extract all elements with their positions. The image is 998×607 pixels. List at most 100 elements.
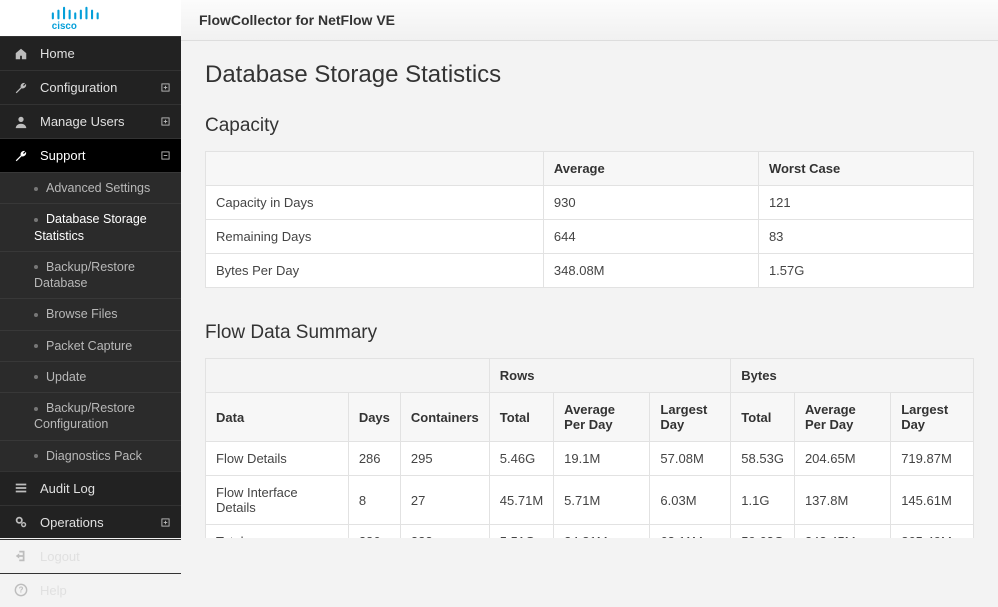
page-title: Database Storage Statistics <box>205 61 974 89</box>
list-icon <box>12 481 30 495</box>
cell-bytes-total: 1.1G <box>731 476 795 525</box>
cell-rows-avg: 24.81M <box>554 525 650 539</box>
app-header: FlowCollector for NetFlow VE <box>181 0 998 41</box>
sidebar-item-label: Support <box>40 148 159 163</box>
sidebar-item-configuration[interactable]: Configuration <box>0 70 181 104</box>
sidebar-subitem-label: Backup/Restore Database <box>34 260 135 290</box>
col-bytes-avg: Average Per Day <box>794 393 890 442</box>
cell-days: 286 <box>348 525 400 539</box>
cell-avg: 348.08M <box>543 254 758 288</box>
expand-icon <box>159 516 171 528</box>
sidebar-item-help[interactable]: ? Help <box>0 573 181 607</box>
subitem-browse-files[interactable]: Browse Files <box>0 298 181 329</box>
home-icon <box>12 47 30 61</box>
sidebar-item-logout[interactable]: Logout <box>0 539 181 573</box>
col-group-rows: Rows <box>489 359 730 393</box>
brand-logo: cisco <box>0 0 181 36</box>
sidebar: cisco Home Configuration Manage Users <box>0 0 181 538</box>
cell-days: 286 <box>348 442 400 476</box>
cell-rows-total: 45.71M <box>489 476 553 525</box>
cell-bytes-total: 58.53G <box>731 442 795 476</box>
col-rows-total: Total <box>489 393 553 442</box>
cell-label: Bytes Per Day <box>206 254 544 288</box>
user-icon <box>12 115 30 129</box>
section-heading-flow: Flow Data Summary <box>205 322 974 344</box>
nav-list: Home Configuration Manage Users <box>0 36 181 607</box>
sidebar-subitem-label: Database Storage Statistics <box>34 212 147 242</box>
col-rows-avg: Average Per Day <box>554 393 650 442</box>
cell-rows-total: 5.51G <box>489 525 553 539</box>
capacity-section: Capacity Average Worst Case Capacity in … <box>205 115 974 288</box>
svg-text:cisco: cisco <box>51 21 76 32</box>
table-row: Total 286 322 5.51G 24.81M 63.11M 59.63G… <box>206 525 974 539</box>
cell-bytes-largest: 865.49M <box>891 525 974 539</box>
subitem-update[interactable]: Update <box>0 361 181 392</box>
wrench-icon <box>12 81 30 95</box>
col-containers: Containers <box>400 393 489 442</box>
cell-rows-largest: 57.08M <box>650 442 731 476</box>
cell-rows-largest: 63.11M <box>650 525 731 539</box>
subitem-database-storage-statistics[interactable]: Database Storage Statistics <box>0 203 181 251</box>
col-blank <box>206 152 544 186</box>
table-row: Bytes Per Day 348.08M 1.57G <box>206 254 974 288</box>
cell-bytes-total: 59.63G <box>731 525 795 539</box>
cell-containers: 322 <box>400 525 489 539</box>
content: Database Storage Statistics Capacity Ave… <box>181 41 998 538</box>
subitem-packet-capture[interactable]: Packet Capture <box>0 330 181 361</box>
capacity-table: Average Worst Case Capacity in Days 930 … <box>205 151 974 288</box>
sidebar-item-label: Audit Log <box>40 481 171 496</box>
cisco-logo-icon: cisco <box>49 4 133 32</box>
cell-rows-avg: 5.71M <box>554 476 650 525</box>
expand-icon <box>159 82 171 94</box>
wrench-icon <box>12 149 30 163</box>
subitem-backup-restore-database[interactable]: Backup/Restore Database <box>0 251 181 299</box>
cell-rows-total: 5.46G <box>489 442 553 476</box>
cell-worst: 1.57G <box>758 254 973 288</box>
cell-bytes-avg: 204.65M <box>794 442 890 476</box>
cell-bytes-largest: 719.87M <box>891 442 974 476</box>
cell-avg: 644 <box>543 220 758 254</box>
cell-rows-avg: 19.1M <box>554 442 650 476</box>
section-heading-capacity: Capacity <box>205 115 974 137</box>
sidebar-item-label: Help <box>40 583 171 598</box>
table-row: Capacity in Days 930 121 <box>206 186 974 220</box>
sidebar-subitem-label: Browse Files <box>46 307 118 321</box>
cell-rows-largest: 6.03M <box>650 476 731 525</box>
subitem-advanced-settings[interactable]: Advanced Settings <box>0 172 181 203</box>
sidebar-subitem-label: Advanced Settings <box>46 181 150 195</box>
cell-bytes-largest: 145.61M <box>891 476 974 525</box>
sidebar-item-home[interactable]: Home <box>0 36 181 70</box>
support-subnav: Advanced Settings Database Storage Stati… <box>0 172 181 471</box>
sidebar-item-label: Manage Users <box>40 114 159 129</box>
cell-worst: 121 <box>758 186 973 220</box>
cell-days: 8 <box>348 476 400 525</box>
gears-icon <box>12 515 30 529</box>
sidebar-item-support[interactable]: Support <box>0 138 181 172</box>
flow-summary-section: Flow Data Summary Rows Bytes Data Days C… <box>205 322 974 538</box>
cell-bytes-avg: 342.45M <box>794 525 890 539</box>
sidebar-item-label: Configuration <box>40 80 159 95</box>
sidebar-item-label: Home <box>40 46 171 61</box>
cell-avg: 930 <box>543 186 758 220</box>
col-worst: Worst Case <box>758 152 973 186</box>
col-rows-largest: Largest Day <box>650 393 731 442</box>
subitem-diagnostics-pack[interactable]: Diagnostics Pack <box>0 440 181 471</box>
cell-worst: 83 <box>758 220 973 254</box>
subitem-backup-restore-configuration[interactable]: Backup/Restore Configuration <box>0 392 181 440</box>
cell-data: Flow Interface Details <box>206 476 349 525</box>
col-average: Average <box>543 152 758 186</box>
col-group-blank <box>206 359 490 393</box>
sidebar-item-audit-log[interactable]: Audit Log <box>0 471 181 505</box>
expand-icon <box>159 116 171 128</box>
collapse-icon <box>159 150 171 162</box>
table-row: Flow Interface Details 8 27 45.71M 5.71M… <box>206 476 974 525</box>
svg-text:?: ? <box>19 586 24 595</box>
sidebar-item-operations[interactable]: Operations <box>0 505 181 539</box>
cell-label: Remaining Days <box>206 220 544 254</box>
sidebar-item-manage-users[interactable]: Manage Users <box>0 104 181 138</box>
sidebar-item-label: Logout <box>40 549 171 564</box>
col-data: Data <box>206 393 349 442</box>
col-group-bytes: Bytes <box>731 359 974 393</box>
sidebar-subitem-label: Backup/Restore Configuration <box>34 401 135 431</box>
table-row: Remaining Days 644 83 <box>206 220 974 254</box>
